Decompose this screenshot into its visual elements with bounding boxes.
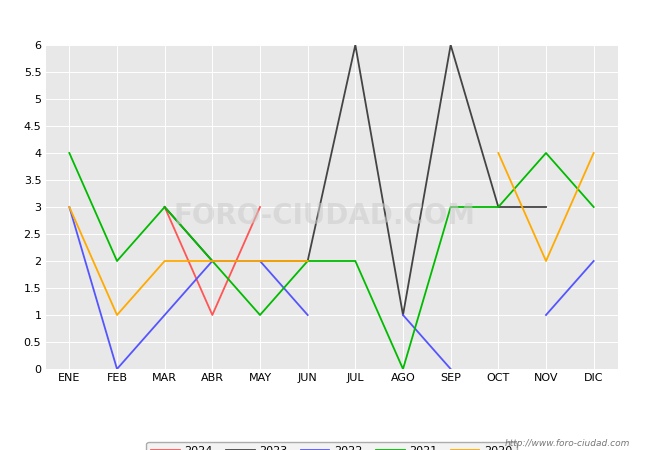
Text: Matriculaciones de Vehiculos en Sant Jaume de Llierca: Matriculaciones de Vehiculos en Sant Jau…	[116, 10, 534, 26]
Text: http://www.foro-ciudad.com: http://www.foro-ciudad.com	[505, 439, 630, 448]
Legend: 2024, 2023, 2022, 2021, 2020: 2024, 2023, 2022, 2021, 2020	[146, 442, 517, 450]
Text: FORO-CIUDAD.COM: FORO-CIUDAD.COM	[174, 202, 476, 230]
